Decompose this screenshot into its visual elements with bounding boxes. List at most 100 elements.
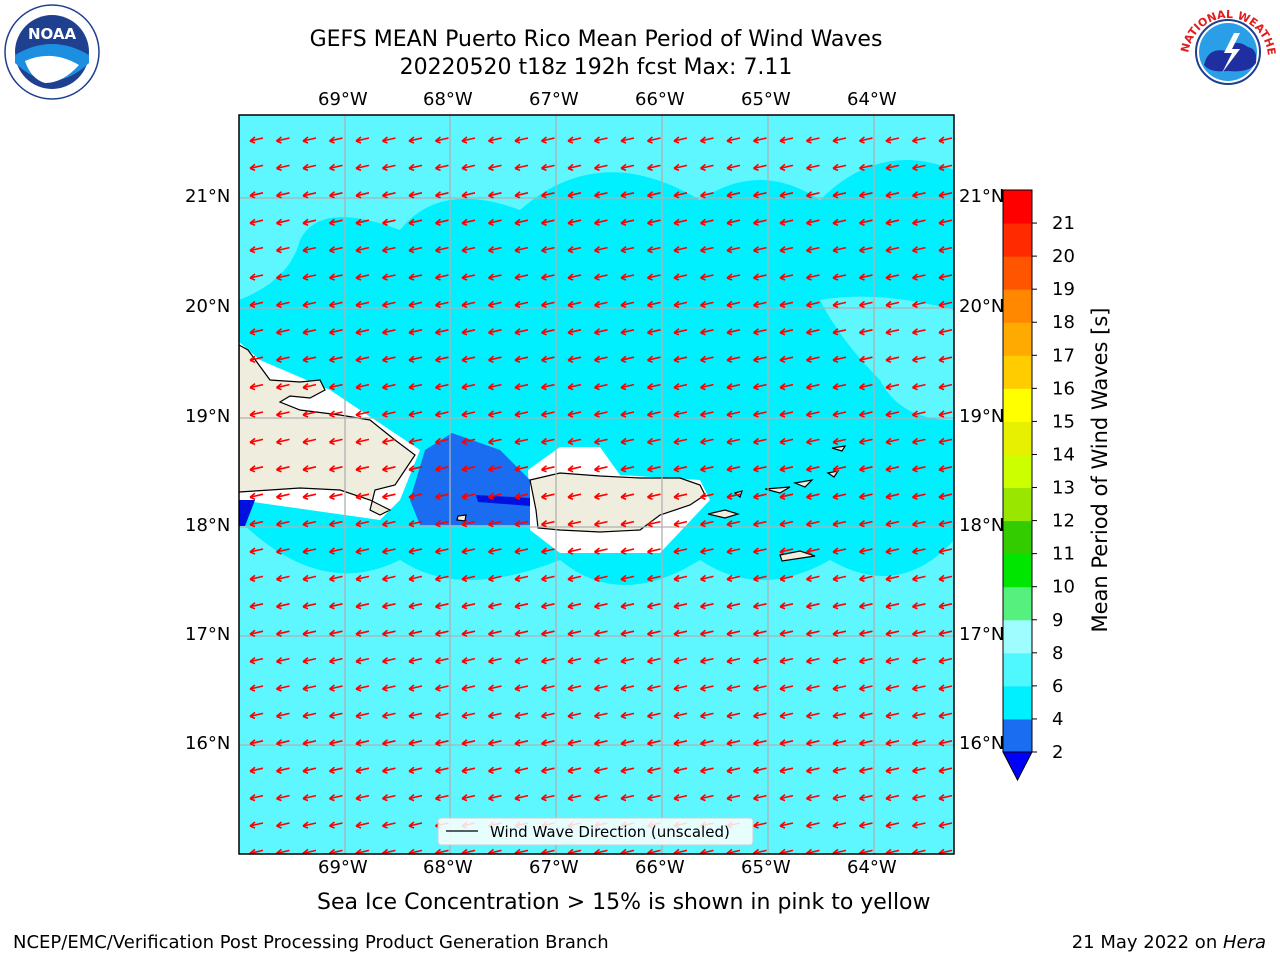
wind-wave-arrow [779, 245, 794, 254]
wind-wave-arrow [329, 739, 343, 747]
wind-wave-arrow [567, 684, 582, 692]
wind-wave-arrow [355, 273, 370, 281]
wind-wave-arrow [329, 410, 343, 418]
wind-wave-arrow [647, 382, 661, 391]
wind-wave-arrow [355, 328, 370, 336]
wind-wave-arrow [885, 465, 900, 473]
wind-wave-arrow [514, 410, 529, 418]
wind-wave-arrow [753, 766, 767, 774]
wind-wave-arrow [408, 300, 423, 309]
wind-wave-arrow [276, 492, 290, 500]
wind-wave-arrow [329, 300, 343, 309]
wind-wave-arrow [382, 766, 396, 774]
wind-wave-arrow [779, 793, 794, 802]
colorbar-tick-label: 2 [1052, 742, 1063, 763]
wind-wave-arrow [567, 273, 582, 281]
wind-wave-arrow [726, 574, 741, 583]
wind-wave-arrow [567, 191, 582, 199]
wind-wave-arrow [647, 218, 661, 226]
wind-wave-arrow [514, 547, 529, 555]
wind-wave-arrow [859, 191, 873, 199]
wind-wave-arrow [938, 711, 953, 720]
wind-wave-arrow [567, 739, 582, 747]
wind-wave-arrow [567, 218, 582, 226]
wind-wave-arrow [859, 437, 873, 446]
wind-wave-arrow [382, 821, 396, 829]
wind-wave-arrow [647, 547, 661, 555]
wind-wave-arrow [488, 766, 502, 774]
wind-wave-arrow [435, 382, 449, 391]
wind-wave-arrow [329, 163, 343, 172]
lon-label-bottom-65w: 65°W [741, 857, 791, 878]
wind-wave-arrow [726, 739, 741, 747]
wind-wave-arrow [488, 273, 502, 281]
wind-wave-arrow [594, 245, 608, 254]
wind-wave-arrow [435, 547, 449, 555]
wind-wave-arrow [806, 793, 820, 802]
wind-wave-arrow [859, 355, 873, 363]
wind-wave-arrow [461, 684, 476, 692]
wind-wave-arrow [567, 382, 582, 391]
wind-wave-arrow [461, 218, 476, 226]
wind-wave-arrow [700, 136, 714, 144]
wind-wave-arrow [647, 328, 661, 336]
wind-wave-arrow [938, 629, 953, 637]
wind-wave-arrow [382, 410, 396, 418]
wind-wave-arrow [329, 328, 343, 336]
wind-wave-arrow [355, 163, 370, 172]
wind-wave-arrow [302, 465, 317, 473]
wind-wave-arrow [938, 519, 953, 528]
wind-wave-arrow [700, 273, 714, 281]
wind-wave-arrow [408, 821, 423, 829]
wind-wave-arrow [726, 163, 741, 172]
wind-wave-arrow [673, 273, 688, 281]
wind-wave-arrow [779, 766, 794, 774]
wind-wave-arrow [912, 711, 926, 720]
wind-wave-arrow [806, 300, 820, 309]
wind-wave-arrow [329, 191, 343, 199]
wind-wave-arrow [329, 355, 343, 363]
wind-wave-arrow [276, 410, 290, 418]
colorbar-under-triangle [1002, 751, 1033, 782]
lon-label-top-69w: 69°W [318, 89, 368, 110]
wind-wave-arrow [594, 739, 608, 747]
wind-wave-arrow [461, 739, 476, 747]
st-croix-land [779, 550, 816, 562]
wind-wave-arrow [912, 136, 926, 144]
wind-wave-arrow [594, 547, 608, 555]
wind-wave-arrow [514, 245, 529, 254]
wind-wave-arrow [938, 328, 953, 336]
mona-island-land [456, 514, 467, 522]
colorbar-segment [1003, 487, 1032, 522]
wind-wave-arrow [859, 492, 873, 500]
wind-wave-arrow [832, 300, 847, 309]
wind-wave-arrow [806, 656, 820, 665]
wind-wave-arrow [302, 328, 317, 336]
colorbar-segment [1003, 355, 1032, 389]
wind-wave-arrow [488, 519, 502, 528]
wind-wave-arrow [594, 328, 608, 336]
wind-wave-arrow [620, 410, 635, 418]
wind-wave-arrow [726, 492, 741, 500]
lat-label-left-20n: 20°N [185, 296, 231, 317]
wind-wave-arrow [435, 218, 449, 226]
wind-wave-arrow [779, 656, 794, 665]
wind-wave-arrow [355, 574, 370, 583]
wind-wave-arrow [355, 218, 370, 226]
wind-wave-arrow [673, 355, 688, 363]
wind-wave-arrow [488, 355, 502, 363]
wind-wave-arrow [779, 629, 794, 637]
wind-wave-arrow [408, 273, 423, 281]
colorbar-segment [1003, 388, 1032, 422]
wind-wave-arrow [779, 218, 794, 226]
wind-wave-arrow [249, 245, 264, 254]
wind-wave-arrow [329, 218, 343, 226]
wind-wave-arrow [753, 821, 767, 829]
wind-wave-arrow [276, 766, 290, 774]
wind-wave-arrow [594, 273, 608, 281]
wind-wave-arrow [435, 739, 449, 747]
wind-wave-arrow [753, 163, 767, 172]
wind-wave-arrow [779, 465, 794, 473]
wind-wave-arrow [355, 547, 370, 555]
wind-wave-arrow [408, 437, 423, 446]
